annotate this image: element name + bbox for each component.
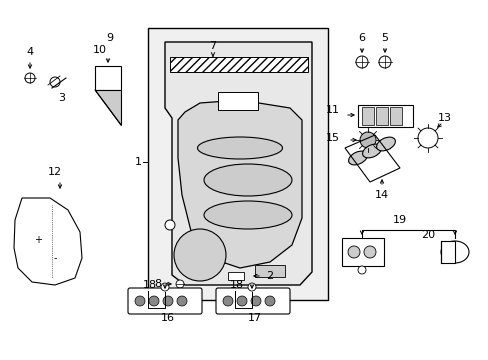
- Text: 18: 18: [229, 280, 244, 290]
- Bar: [148, 28, 327, 300]
- Text: 20: 20: [420, 230, 434, 240]
- Bar: [361, 107, 373, 125]
- Text: 3: 3: [59, 93, 65, 103]
- Circle shape: [347, 246, 359, 258]
- Text: 17: 17: [247, 313, 262, 323]
- Circle shape: [357, 266, 365, 274]
- Ellipse shape: [197, 137, 282, 159]
- Text: 2: 2: [266, 271, 273, 281]
- Bar: [95, 66, 121, 90]
- Text: 9: 9: [106, 33, 113, 43]
- Text: 19: 19: [392, 215, 406, 225]
- Circle shape: [359, 132, 375, 148]
- Bar: [357, 105, 412, 127]
- Ellipse shape: [348, 151, 366, 165]
- Bar: [218, 92, 258, 110]
- Circle shape: [355, 56, 367, 68]
- Bar: [227, 272, 244, 280]
- Circle shape: [163, 296, 173, 306]
- Circle shape: [237, 296, 246, 306]
- FancyBboxPatch shape: [216, 288, 289, 314]
- Circle shape: [149, 296, 159, 306]
- Ellipse shape: [203, 201, 291, 229]
- Circle shape: [164, 220, 175, 230]
- Circle shape: [50, 77, 60, 87]
- Polygon shape: [178, 100, 302, 268]
- Circle shape: [174, 229, 225, 281]
- Circle shape: [247, 283, 256, 291]
- Text: 11: 11: [325, 105, 339, 115]
- Polygon shape: [14, 198, 82, 285]
- Ellipse shape: [376, 137, 395, 151]
- Circle shape: [176, 280, 183, 288]
- Text: 13: 13: [437, 113, 451, 123]
- Bar: [341, 238, 383, 266]
- Text: 1: 1: [134, 157, 141, 167]
- Text: 5: 5: [381, 33, 387, 43]
- Bar: [170, 57, 307, 72]
- Text: 15: 15: [325, 133, 339, 143]
- Text: +: +: [34, 235, 42, 245]
- Text: 14: 14: [374, 190, 388, 200]
- Polygon shape: [95, 90, 121, 125]
- Text: 10: 10: [93, 45, 107, 55]
- Text: 12: 12: [48, 167, 62, 177]
- Ellipse shape: [362, 144, 381, 158]
- Circle shape: [378, 56, 390, 68]
- Circle shape: [161, 283, 169, 291]
- Text: 16: 16: [161, 313, 175, 323]
- FancyBboxPatch shape: [128, 288, 202, 314]
- Circle shape: [363, 246, 375, 258]
- Text: 4: 4: [26, 47, 34, 57]
- Bar: [389, 107, 401, 125]
- Circle shape: [264, 296, 274, 306]
- Text: 6: 6: [358, 33, 365, 43]
- Bar: [440, 241, 454, 263]
- Circle shape: [417, 128, 437, 148]
- Circle shape: [223, 296, 232, 306]
- Text: 8: 8: [154, 279, 161, 289]
- Ellipse shape: [203, 164, 291, 196]
- Circle shape: [177, 296, 186, 306]
- Bar: [254, 265, 285, 277]
- Circle shape: [250, 296, 261, 306]
- Circle shape: [135, 296, 145, 306]
- Polygon shape: [164, 42, 311, 285]
- Text: 7: 7: [209, 41, 216, 51]
- Text: 18: 18: [142, 280, 157, 290]
- Circle shape: [25, 73, 35, 83]
- Ellipse shape: [440, 241, 468, 263]
- Text: -: -: [53, 253, 57, 263]
- Bar: [375, 107, 387, 125]
